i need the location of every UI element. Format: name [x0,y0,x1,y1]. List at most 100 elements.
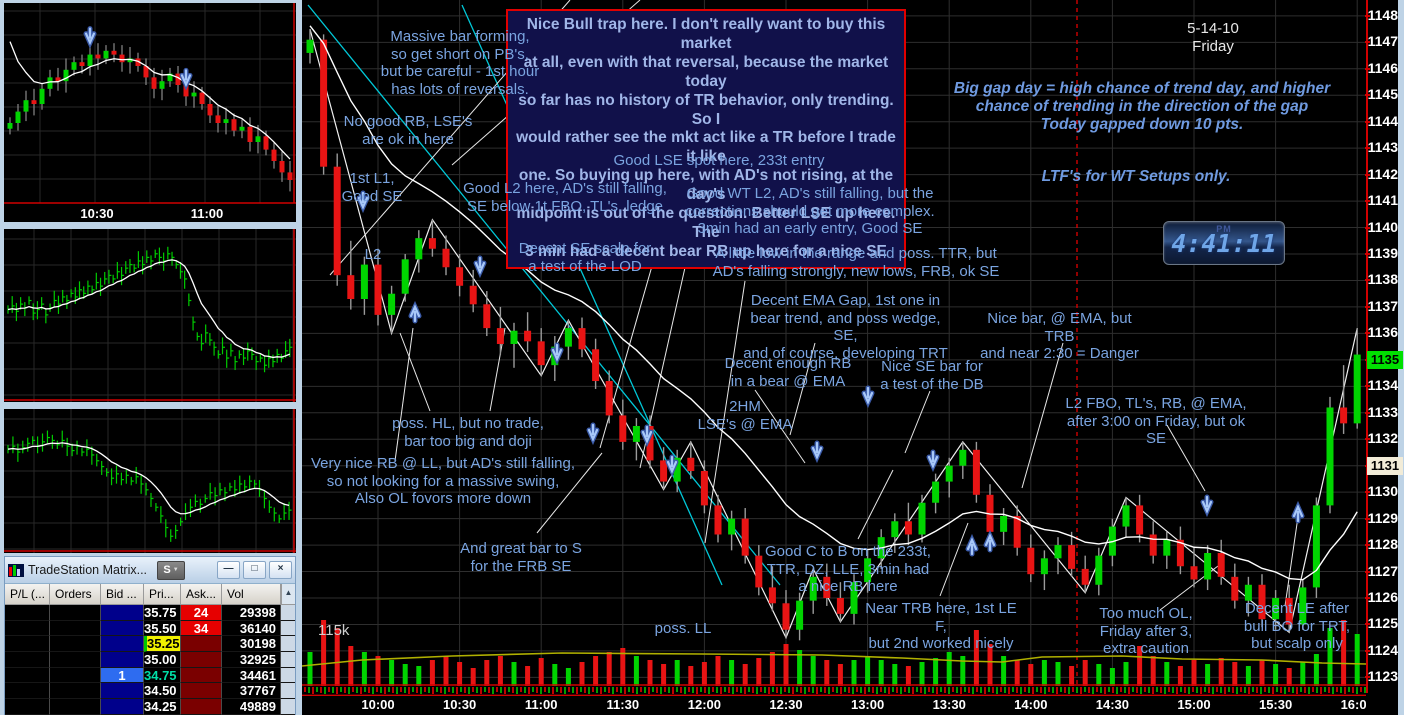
matrix-cell-ask[interactable] [181,636,222,653]
matrix-scrollbar-track[interactable] [281,683,295,700]
panel-divider-vertical[interactable] [296,0,302,715]
matrix-cell-ask[interactable]: 24 [181,605,222,621]
price-axis-label: 1133 [1365,404,1398,420]
matrix-scrollbar-track[interactable] [281,605,295,621]
matrix-cell-ask[interactable] [181,683,222,700]
matrix-cell-price[interactable]: 35.00 [144,652,181,668]
matrix-column-header[interactable]: Orders [50,584,101,604]
tradestation-matrix-icon [8,563,24,577]
matrix-scrollbar-track[interactable] [281,667,295,684]
time-axis-label: 12:30 [769,697,803,712]
ema-line [309,25,1358,581]
matrix-cell-vol: 36140 [222,620,281,637]
matrix-scrollbar-track[interactable] [281,620,295,637]
matrix-row: 34.25 49889 [5,699,295,715]
price-axis-label: 1128 [1365,536,1398,552]
price-axis-label: 1136 [1365,324,1398,340]
mini-chart-bottom-svg [4,409,296,553]
matrix-cell-bid[interactable] [101,699,144,715]
matrix-cell-bid[interactable] [101,636,144,653]
matrix-cell-ask[interactable]: 34 [181,620,222,637]
restore-button[interactable]: □ [243,561,266,579]
matrix-cell-bid[interactable] [101,652,144,668]
price-axis-label: 1143 [1365,139,1398,155]
price-axis-label: 1130 [1365,483,1398,499]
matrix-row: 35.25 30198 [5,636,295,653]
main-chart-svg [302,0,1366,686]
matrix-cell-vol: 29398 [222,605,281,621]
mini-chart-middle[interactable] [4,229,296,402]
price-axis-label: 1144 [1365,113,1398,129]
price-axis-label: 1147 [1365,33,1398,49]
matrix-column-header[interactable]: Ask... [181,584,222,604]
mini-bot-bars [7,430,292,542]
matrix-column-header[interactable]: Pri... [144,584,181,604]
matrix-cell-price[interactable]: 34.50 [144,683,181,700]
time-axis-label: 14:00 [1014,697,1048,712]
price-axis-label: 1129 [1365,510,1398,526]
down-arrow-icon [84,27,96,46]
matrix-cell-ask[interactable] [181,667,222,684]
matrix-scrollbar-track[interactable] [281,636,295,653]
matrix-cell-ask[interactable] [181,699,222,715]
matrix-cell-price[interactable]: 35.25 [144,636,181,653]
matrix-header-row: P/L (... Orders Bid ... Pri... Ask... Vol ▲ [5,584,295,605]
matrix-window: TradeStation Matrix... S ▼ — □ × P/L (...… [4,556,296,715]
mini-top-time-label: 11:00 [191,206,224,221]
matrix-cell-vol: 32925 [222,652,281,668]
price-axis[interactable]: 1148 1147 1146 1145 1144 1143 1142 1141 1140 1139… [1365,0,1403,715]
matrix-cell-pl [5,667,50,684]
price-axis-label: 1124 [1365,642,1398,658]
main-grid [302,0,1366,686]
matrix-cell-orders [50,667,101,684]
matrix-cell-bid[interactable] [101,683,144,700]
minimize-button[interactable]: — [217,561,240,579]
close-button[interactable]: × [269,561,292,579]
price-axis-label: 1137 [1365,298,1398,314]
matrix-cell-pl [5,636,50,653]
mini-chart-top[interactable]: 10:30 11:00 [4,3,296,222]
matrix-cell-price[interactable]: 35.50 [144,620,181,637]
avg-volume-line [302,652,1366,667]
time-axis-label: 15:00 [1177,697,1211,712]
mini-top-candles [7,43,293,192]
matrix-cell-ask[interactable] [181,652,222,668]
matrix-scrollbar-track[interactable] [281,699,295,715]
main-chart[interactable]: Nice Bull trap here. I don't really want… [302,0,1366,686]
matrix-column-header[interactable]: P/L (... [5,584,50,604]
matrix-cell-bid[interactable] [101,605,144,621]
signal-arrows [356,190,1305,557]
matrix-cell-price[interactable]: 35.75 [144,605,181,621]
matrix-column-header[interactable]: Bid ... [101,584,144,604]
matrix-cell-orders [50,652,101,668]
price-axis-label: 1148 [1365,7,1398,23]
price-axis-label: 1134 [1365,377,1398,393]
matrix-cell-price[interactable]: 34.25 [144,699,181,715]
mini-chart-separator-3[interactable] [4,553,296,556]
matrix-titlebar[interactable]: TradeStation Matrix... S ▼ — □ × [5,557,295,584]
price-axis-line [1366,0,1368,693]
price-axis-label: 1146 [1365,60,1398,76]
matrix-body: 35.75 24 29398 35.50 34 36140 35.25 30198 35.00 3… [5,605,295,715]
mini-mid-grid [4,229,296,402]
matrix-scrollbar-track[interactable] [281,652,295,668]
down-arrow-icon [180,69,192,88]
mini-chart-separator-2[interactable] [4,402,296,409]
mini-chart-bottom[interactable] [4,409,296,553]
matrix-column-header[interactable]: Vol [222,584,281,604]
time-axis-label: 15:30 [1258,697,1293,712]
mini-bot-grid [4,409,296,553]
matrix-row: 1 34.75 34461 [5,667,295,684]
matrix-cell-price[interactable]: 34.75 [144,667,181,684]
mini-chart-separator-1[interactable] [4,222,296,229]
candles-group [306,29,1361,641]
time-axis-label: 14:30 [1095,697,1130,712]
symbol-dropdown-button[interactable]: S ▼ [157,560,186,580]
price-axis-label: 1138 [1365,271,1398,287]
matrix-cell-pl [5,605,50,621]
matrix-cell-orders [50,636,101,653]
scrollbar-up-button[interactable]: ▲ [281,584,295,604]
matrix-cell-bid[interactable]: 1 [101,667,144,684]
time-axis[interactable]: 10:00 10:30 11:00 11:30 12:00 12:30 13:00 13:30… [302,686,1374,715]
matrix-cell-bid[interactable] [101,620,144,637]
